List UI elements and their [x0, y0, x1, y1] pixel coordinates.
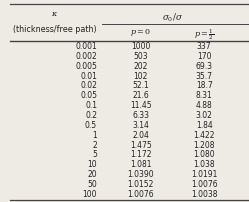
Text: 3.14: 3.14: [132, 120, 149, 129]
Text: 20: 20: [87, 169, 97, 178]
Text: 0.01: 0.01: [80, 71, 97, 80]
Text: 1.0076: 1.0076: [127, 189, 154, 198]
Text: $p=\frac{1}{2}$: $p=\frac{1}{2}$: [194, 27, 214, 41]
Text: 0.001: 0.001: [75, 42, 97, 51]
Text: 503: 503: [133, 52, 148, 61]
Text: 6.33: 6.33: [132, 110, 149, 119]
Text: 1.475: 1.475: [130, 140, 152, 149]
Text: 2.04: 2.04: [132, 130, 149, 139]
Text: 1.081: 1.081: [130, 160, 151, 168]
Text: 10: 10: [87, 160, 97, 168]
Text: 52.1: 52.1: [132, 81, 149, 90]
Text: 1.84: 1.84: [196, 120, 213, 129]
Text: 1.422: 1.422: [193, 130, 215, 139]
Text: 50: 50: [87, 179, 97, 188]
Text: 337: 337: [197, 42, 211, 51]
Text: 1.0191: 1.0191: [191, 169, 217, 178]
Text: $\sigma_0/\sigma$: $\sigma_0/\sigma$: [162, 11, 183, 24]
Text: 102: 102: [133, 71, 148, 80]
Text: 0.002: 0.002: [75, 52, 97, 61]
Text: 1.0076: 1.0076: [191, 179, 217, 188]
Text: 69.3: 69.3: [196, 61, 213, 70]
Text: 5: 5: [92, 150, 97, 159]
Text: 8.31: 8.31: [196, 91, 213, 100]
Text: 100: 100: [83, 189, 97, 198]
Text: 1.172: 1.172: [130, 150, 151, 159]
Text: 18.7: 18.7: [196, 81, 213, 90]
Text: 1.038: 1.038: [193, 160, 215, 168]
Text: 0.02: 0.02: [80, 81, 97, 90]
Text: $\kappa$: $\kappa$: [51, 9, 58, 18]
Text: 1.208: 1.208: [193, 140, 215, 149]
Text: 3.02: 3.02: [196, 110, 213, 119]
Text: 0.2: 0.2: [85, 110, 97, 119]
Text: 170: 170: [197, 52, 211, 61]
Text: 1.080: 1.080: [193, 150, 215, 159]
Text: 1.0038: 1.0038: [191, 189, 217, 198]
Text: 1.0152: 1.0152: [127, 179, 154, 188]
Text: 35.7: 35.7: [196, 71, 213, 80]
Text: 1000: 1000: [131, 42, 150, 51]
Text: 0.5: 0.5: [85, 120, 97, 129]
Text: 1: 1: [92, 130, 97, 139]
Text: 0.05: 0.05: [80, 91, 97, 100]
Text: 1.0390: 1.0390: [127, 169, 154, 178]
Text: 0.005: 0.005: [75, 61, 97, 70]
Text: 11.45: 11.45: [130, 101, 151, 110]
Text: 21.6: 21.6: [132, 91, 149, 100]
Text: (thickness/free path): (thickness/free path): [13, 25, 97, 34]
Text: 2: 2: [92, 140, 97, 149]
Text: $p=0$: $p=0$: [130, 27, 151, 38]
Text: 0.1: 0.1: [85, 101, 97, 110]
Text: 4.88: 4.88: [196, 101, 213, 110]
Text: 202: 202: [133, 61, 148, 70]
